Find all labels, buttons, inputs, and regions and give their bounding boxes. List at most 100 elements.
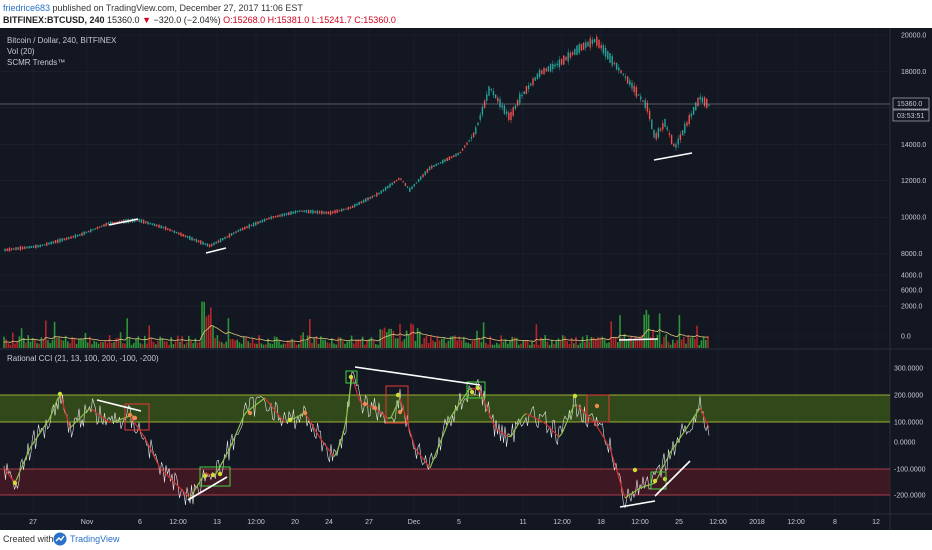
time-tick-label: 11 <box>519 519 526 526</box>
time-tick-label: 12:00 <box>553 519 571 526</box>
indicator-legend[interactable]: SCMR Trends™ <box>7 58 65 67</box>
bear-signal-box <box>385 385 409 424</box>
overbought-band <box>0 395 890 422</box>
cci-signal-dots <box>12 374 668 486</box>
countdown-badge <box>892 109 930 122</box>
author-link[interactable]: friedrice683 <box>3 3 51 13</box>
time-tick-label: 2018 <box>749 519 765 526</box>
volume-ma-line <box>3 325 709 343</box>
trend-line[interactable] <box>354 366 481 386</box>
signal-dot <box>132 415 138 421</box>
time-tick-label: 12:00 <box>169 519 187 526</box>
cci-tick-label: -200.0000 <box>894 493 926 500</box>
signal-dot <box>57 391 63 397</box>
current-price-label: 15360.0 <box>897 101 922 108</box>
cci-raw-line <box>3 371 710 509</box>
signal-dot <box>127 412 133 418</box>
time-tick-label: 6 <box>138 519 142 526</box>
symbol-quote-line: BITFINEX:BTCUSD, 240 15360.0 ▼ −320.0 (−… <box>3 15 396 25</box>
time-tick-label: Dec <box>408 519 421 526</box>
trend-line[interactable] <box>108 218 139 226</box>
bull-signal-box <box>650 471 667 490</box>
time-tick-label: 13 <box>213 519 221 526</box>
time-axis[interactable]: 27 Nov 6 12:00 13 12:00 20 24 27 Dec 5 11 12:00 18 12:… <box>29 519 880 526</box>
price-tick-label: 0.0 <box>901 334 911 341</box>
cci-tick-label: 100.0000 <box>894 420 923 427</box>
signal-dot <box>395 392 401 398</box>
price-tick-label: 2000.0 <box>901 304 923 311</box>
price-tick-label: 6000.0 <box>901 288 923 295</box>
signal-dot <box>372 405 378 411</box>
time-tick-label: 20 <box>291 519 299 526</box>
change-arrow-icon: ▼ <box>142 15 152 25</box>
cci-tick-label: 0.0000 <box>894 440 916 447</box>
signal-dot <box>247 410 253 416</box>
time-tick-label: 18 <box>597 519 605 526</box>
current-price-badge <box>892 97 930 110</box>
signal-dot <box>662 476 668 482</box>
bear-signal-box <box>586 394 610 423</box>
series-legend[interactable]: Bitcoin / Dollar, 240, BITFINEX <box>7 36 117 45</box>
last-price: 15360.0 <box>107 15 140 25</box>
price-change: −320.0 (−2.04%) <box>153 15 221 25</box>
footer: Created with TradingView <box>0 530 932 550</box>
high-value: H:15381.0 <box>267 15 310 25</box>
signal-dot <box>397 409 403 415</box>
time-tick-label: 12:00 <box>787 519 805 526</box>
time-tick-label: 27 <box>29 519 37 526</box>
open-value: O:15268.0 <box>223 15 266 25</box>
trend-line[interactable] <box>654 460 691 497</box>
cci-legend[interactable]: Rational CCI (21, 13, 100, 200, -100, -2… <box>7 354 159 363</box>
signal-dot <box>217 471 223 477</box>
signal-dot <box>469 389 475 395</box>
price-tick-label: 10000.0 <box>901 215 926 222</box>
created-with-label: Created with <box>3 534 54 544</box>
signal-dot <box>202 473 208 479</box>
time-tick-label: 12 <box>872 519 880 526</box>
countdown-label: 03:53:51 <box>897 113 924 120</box>
tradingview-brand-link[interactable]: TradingView <box>70 534 120 544</box>
signal-dot <box>362 401 368 407</box>
trend-line[interactable] <box>619 500 656 508</box>
signal-dot <box>572 393 578 399</box>
cci-axis[interactable]: 300.0000 200.0000 100.0000 0.0000 -100.0000 -… <box>894 366 926 500</box>
bear-signal-box <box>124 403 150 431</box>
cci-tick-label: 300.0000 <box>894 366 923 373</box>
signal-dot <box>632 467 638 473</box>
time-tick-label: 24 <box>325 519 333 526</box>
chart-area[interactable]: Bitcoin / Dollar, 240, BITFINEX Vol (20)… <box>0 28 932 530</box>
signal-dot <box>302 410 308 416</box>
trend-line[interactable] <box>205 247 227 254</box>
trend-line[interactable] <box>187 476 228 501</box>
price-tick-label: 18000.0 <box>901 69 926 76</box>
drawn-trend-lines[interactable] <box>96 152 693 508</box>
trend-line[interactable] <box>96 399 142 412</box>
publish-info: friedrice683 published on TradingView.co… <box>3 3 303 13</box>
low-value: L:15241.7 <box>311 15 352 25</box>
time-tick-label: 12:00 <box>709 519 727 526</box>
price-tick-label: 12000.0 <box>901 178 926 185</box>
oversold-band <box>0 469 890 495</box>
signal-dot <box>475 385 481 391</box>
trend-line[interactable] <box>618 338 659 341</box>
signal-dot <box>652 478 658 484</box>
trend-line[interactable] <box>653 152 693 161</box>
bull-signal-box <box>199 466 231 487</box>
bull-signal-box <box>345 370 358 384</box>
signal-dot <box>348 374 354 380</box>
close-value: C:15360.0 <box>354 15 396 25</box>
signal-dot <box>210 472 216 478</box>
time-tick-label: 27 <box>365 519 373 526</box>
volume-legend[interactable]: Vol (20) <box>7 47 35 56</box>
time-tick-label: 12:00 <box>247 519 265 526</box>
time-tick-label: Nov <box>81 519 94 526</box>
signal-dot <box>12 480 18 486</box>
price-tick-label: 4000.0 <box>901 273 923 280</box>
time-tick-label: 8 <box>833 519 837 526</box>
time-tick-label: 25 <box>675 519 683 526</box>
price-tick-label: 20000.0 <box>901 33 926 40</box>
cci-tick-label: -100.0000 <box>894 467 926 474</box>
grid-lines <box>0 28 890 514</box>
cci-tick-label: 200.0000 <box>894 393 923 400</box>
tradingview-logo-icon <box>53 532 67 546</box>
